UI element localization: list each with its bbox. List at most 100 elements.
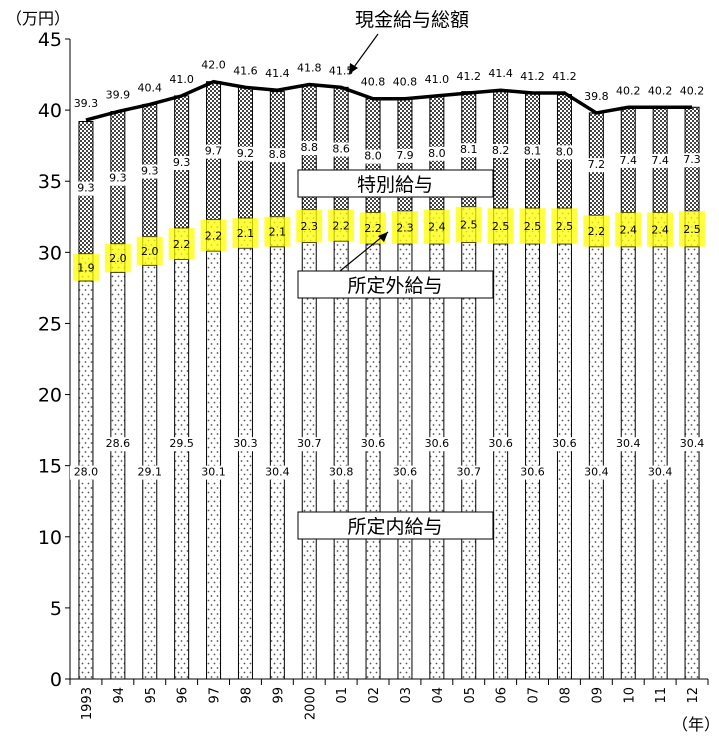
special-pay-data-label: 7.9 [396,149,414,162]
base-salary-data-label: 30.6 [393,466,418,479]
special-pay-data-label: 9.7 [205,145,223,158]
special-pay-data-label: 8.1 [460,143,478,156]
overtime-data-label: 2.5 [683,223,701,236]
total-pay-data-label: 41.6 [233,64,258,77]
special-pay-data-label: 7.4 [620,154,638,167]
base-salary-data-label: 30.6 [361,437,386,450]
base-salary-data-label-bg [165,437,198,452]
special-pay-data-label-bg [360,149,386,164]
base-salary-data-label: 30.1 [201,466,226,479]
base-salary-data-label-bg [516,465,549,480]
x-tick-label: 95 [144,687,159,704]
overtime-highlight-mark [264,216,291,247]
special-pay-data-label: 7.4 [651,154,669,167]
overtime-highlight-mark [423,209,450,244]
base-salary-data-label-bg [293,437,326,452]
base-salary-label-box [297,511,494,540]
bar-base-salary [525,243,541,680]
special-pay-data-label: 8.0 [556,145,574,158]
special-pay-data-label-bg [424,146,450,161]
overtime-highlight-mark [328,209,355,241]
base-salary-data-label: 30.6 [425,437,450,450]
special-pay-data-label-bg [679,153,705,168]
base-salary-data-label-bg [676,437,709,452]
overtime-data-label: 2.2 [364,222,382,235]
base-salary-data-label-bg [357,437,390,452]
overtime-data-label: 2.0 [109,252,127,265]
special-pay-data-label: 9.3 [173,156,191,169]
special-pay-data-label-bg [264,148,290,163]
x-axis-unit-label: （年） [672,715,719,734]
overtime-highlight-mark [487,208,514,244]
special-pay-data-label-bg [328,142,354,157]
total-pay-data-label: 40.4 [138,81,163,94]
overtime-highlight-mark [391,211,418,244]
bar-base-salary [684,246,700,680]
bar-base-salary [301,241,317,680]
overtime-data-label: 2.5 [492,220,510,233]
x-tick-label: 94 [112,687,127,704]
special-pay-data-label-bg [201,144,227,159]
y-tick-label: 15 [38,456,62,478]
bar-base-salary [333,240,349,680]
total-pay-data-label: 41.0 [169,73,194,86]
bar-base-salary [78,280,94,680]
base-salary-data-label: 30.6 [488,437,513,450]
overtime-highlight-mark [615,212,642,247]
special-pay-data-label: 8.6 [332,143,350,156]
overtime-highlight-mark [200,219,227,251]
overtime-highlight-mark [72,253,99,281]
base-salary-annotation: 所定内給与 [347,516,442,538]
base-salary-data-label: 30.4 [265,466,290,479]
special-pay-data-label-bg [615,153,641,168]
base-salary-data-label-bg [452,465,485,480]
total-pay-data-label: 40.8 [361,76,386,89]
total-pay-data-label: 40.2 [616,84,641,97]
bar-base-salary [110,271,126,680]
overtime-data-label: 2.5 [460,219,478,232]
base-salary-data-label: 30.6 [552,437,577,450]
special-pay-data-label-bg [296,141,322,156]
special-pay-data-label: 8.0 [428,147,446,160]
overtime-highlight-mark [519,208,546,244]
special-pay-data-label: 8.0 [364,150,382,163]
x-tick-label: 03 [399,687,414,704]
overtime-highlight-mark [232,218,259,249]
overtime-data-label: 2.2 [205,229,223,242]
base-salary-data-label-bg [420,437,453,452]
special-pay-data-label: 9.2 [237,147,255,160]
base-salary-data-label-bg [612,437,645,452]
total-pay-data-label: 41.4 [265,67,290,80]
x-tick-label: 07 [527,687,542,704]
overtime-data-label: 2.5 [556,220,574,233]
base-salary-data-label: 30.3 [233,437,258,450]
total-pay-data-label: 41.2 [552,70,577,83]
base-salary-data-label-bg [101,437,134,452]
bar-base-salary [620,246,636,680]
data-labels-group: 28.0 1.9 9.3 39.3 28.6 2.0 9.3 39.9 29.1 2.0 9.3 40… [69,59,709,480]
special-pay-data-label: 8.1 [524,145,542,158]
overtime-highlight-mark [104,243,131,273]
special-pay-data-label-bg [551,145,577,160]
y-tick-label: 5 [50,598,62,620]
x-tick-label: 02 [367,687,382,704]
special-pay-label-box [297,169,494,198]
total-line-group [85,79,693,122]
base-salary-data-label: 30.6 [520,466,545,479]
y-tick-label: 30 [38,242,62,264]
bar-base-salary [493,243,509,680]
special-pay-data-label-bg [456,143,482,158]
special-pay-data-label-bg [583,158,609,173]
total-pay-data-label: 40.2 [648,84,673,97]
total-pointer-arrowhead [349,63,358,74]
special-pay-annotation: 特別給与 [357,174,433,196]
special-pay-data-label: 8.8 [301,141,319,154]
total-pay-data-label: 40.8 [393,76,418,89]
x-tick-label: 1993 [80,687,95,720]
base-salary-data-label: 30.4 [680,437,705,450]
overtime-pointer-arrowhead [378,232,388,242]
base-salary-data-label-bg [325,465,358,480]
overtime-data-label: 2.4 [620,224,638,237]
